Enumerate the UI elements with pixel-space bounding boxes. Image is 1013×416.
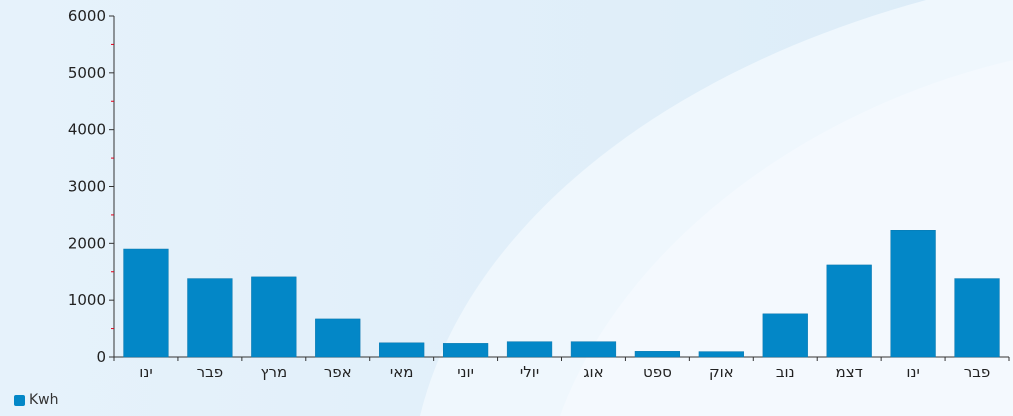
x-tick-label: מאי <box>390 363 414 381</box>
bar <box>442 343 489 358</box>
x-axis: ינו פבר מרץ אפר מאי יוני יולי אוג ספט אוק נוב דצמ ינ… <box>113 356 1010 381</box>
y-tick-label: 5000 <box>68 64 106 82</box>
bar <box>123 248 169 358</box>
legend: Kwh <box>14 392 59 408</box>
bar <box>762 313 808 358</box>
bar <box>570 341 617 358</box>
legend-swatch <box>14 394 25 406</box>
x-tick-label: ינו <box>139 363 152 381</box>
legend-label: Kwh <box>29 392 59 408</box>
bar <box>379 342 425 358</box>
bar <box>506 341 553 358</box>
x-tick-label: אוק <box>709 363 734 381</box>
bar <box>634 351 681 358</box>
bar <box>251 276 297 358</box>
y-tick-label: 3000 <box>68 178 106 196</box>
bar <box>315 318 361 358</box>
y-tick-label: 4000 <box>68 121 106 139</box>
x-tick-label: יולי <box>520 363 539 381</box>
y-tick-label: 2000 <box>68 234 106 252</box>
x-tick-label: אפר <box>324 363 352 381</box>
x-tick-label: ספט <box>643 363 672 381</box>
x-tick-label: מרץ <box>260 363 287 381</box>
x-tick-label: פבר <box>197 363 224 381</box>
x-tick-label: פבר <box>964 363 991 381</box>
bar <box>698 351 744 358</box>
bar <box>826 264 872 358</box>
bar <box>187 278 233 358</box>
x-tick-label: אוג <box>583 363 603 381</box>
bar <box>954 278 1000 358</box>
bars <box>123 230 1000 358</box>
y-tick-label: 0 <box>96 348 106 366</box>
x-tick-label: יוני <box>457 363 474 381</box>
bar <box>890 230 936 358</box>
y-tick-label: 1000 <box>68 291 106 309</box>
y-axis: 0 1000 2000 3000 4000 5000 6000 <box>68 7 115 366</box>
y-tick-label: 6000 <box>68 7 106 25</box>
x-tick-label: דצמ <box>836 363 863 381</box>
x-tick-label: ינו <box>906 363 919 381</box>
x-tick-label: נוב <box>776 363 795 381</box>
